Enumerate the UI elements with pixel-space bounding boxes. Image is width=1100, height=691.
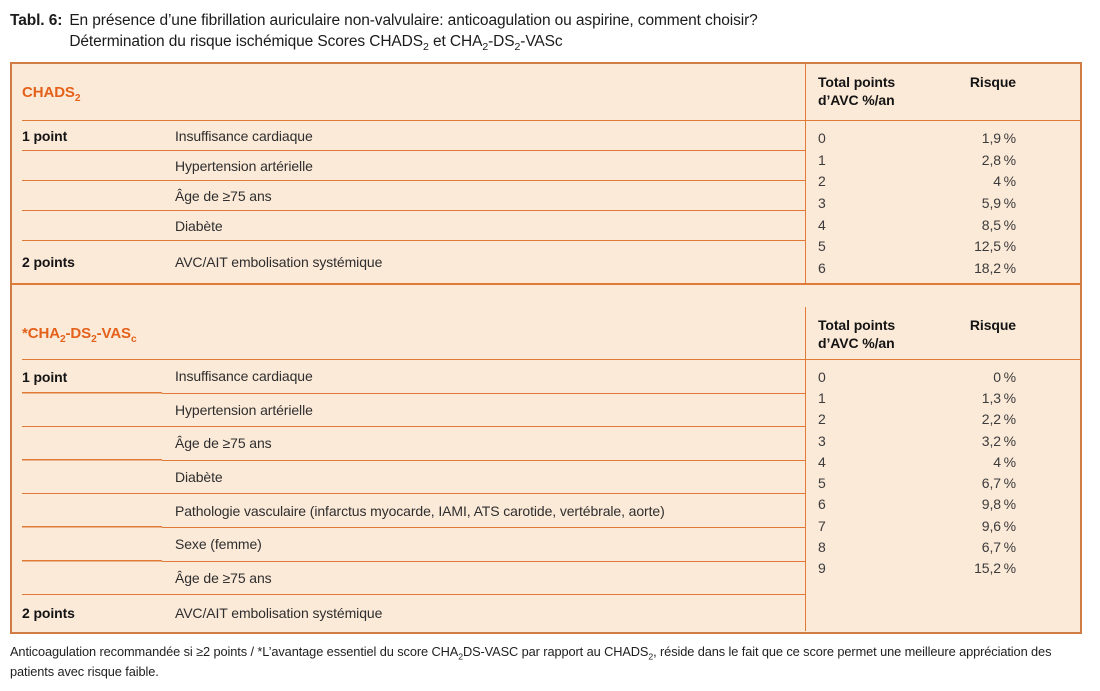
criteria-cell: Pathologie vasculaire (infarctus myocard… [162,494,805,528]
risk-row: 7 9,6 % [818,517,1016,534]
cha2ds2vasc-score-text: *CHA2-DS2-VASc [22,325,137,345]
footnote: Anticoagulation recommandée si ≥2 points… [10,644,1052,679]
figure-title: Tabl. 6: En présence d’une fibrillation … [10,10,1090,52]
chads2-score-title: CHADS2 [12,64,162,121]
points-label [12,151,162,181]
tables-gap [12,285,1080,307]
points-label [12,181,162,211]
criteria-cell: Insuffisance cardiaque [162,360,805,394]
criteria-cell: AVC/AIT embolisation systémique [175,605,383,622]
risk-row: 4 8,5 % [818,216,1016,233]
cha2ds2vasc-header-spacer [162,307,805,360]
points-label [12,494,162,528]
criteria-cell: Hypertension artérielle [162,394,805,428]
figure-title-text: En présence d’une fibrillation auriculai… [69,10,757,52]
points-label [12,427,162,461]
figure-title-line2: Détermination du risque ischémique Score… [69,33,563,54]
criteria-cell: Diabète [162,211,805,241]
points-label: 1 point [12,121,162,151]
points-label [12,561,162,596]
chads2-total-points-header: Total points d’AVC %/an [818,74,896,108]
risk-row: 1 1,3 % [818,389,1016,406]
figure-title-label: Tabl. 6: [10,12,63,29]
cha2ds2vasc-total-points-header: Total points d’AVC %/an [818,317,896,351]
criteria-cell: AVC/AIT embolisation systémique [175,254,383,270]
points-label [12,527,162,562]
risk-row: 5 12,5 % [818,238,1016,255]
risk-row: 8 6,7 % [818,539,1016,556]
risk-row: 3 5,9 % [818,194,1016,211]
points-label: 2 points [22,254,75,270]
figure-title-line1: En présence d’une fibrillation auriculai… [69,12,758,29]
risk-row: 1 2,8 % [818,151,1016,168]
chads2-score-text: CHADS2 [22,84,81,104]
risk-row: 3 3,2 % [818,432,1016,449]
criteria-cell: Diabète [162,461,805,495]
criteria-cell: Hypertension artérielle [162,151,805,181]
chads2-header-spacer [162,64,805,121]
cha2ds2vasc-points-header: Total points d’AVC %/an Risque [805,307,1080,360]
risk-row: 6 9,8 % [818,496,1016,513]
criteria-cell: Insuffisance cardiaque [162,121,805,151]
points-label: 2 points [22,605,75,622]
risk-row: 6 18,2 % [818,259,1016,276]
cha2ds2vasc-score-title: *CHA2-DS2-VASc [12,307,162,360]
criteria-cell: Âge de ≥75 ans [162,562,805,596]
risk-row: 9 15,2 % [818,560,1016,577]
points-label [12,460,162,495]
cha2ds2vasc-risque-header: Risque [969,317,1016,333]
chads2-points-header: Total points d’AVC %/an Risque [805,64,1080,121]
points-label: 1 point [12,360,162,394]
criteria-cell: Âge de ≥75 ans [162,181,805,211]
cha2ds2vasc-table: *CHA2-DS2-VASc Total points d’AVC %/an R… [12,307,1080,631]
criteria-cell: Sexe (femme) [162,528,805,562]
risk-row: 2 2,2 % [818,411,1016,428]
chads2-risque-header: Risque [969,74,1016,90]
points-label [12,393,162,428]
risk-row: 0 1,9 % [818,129,1016,146]
points-label [12,211,162,241]
criteria-cell: Âge de ≥75 ans [162,427,805,461]
risk-row: 5 6,7 % [818,475,1016,492]
